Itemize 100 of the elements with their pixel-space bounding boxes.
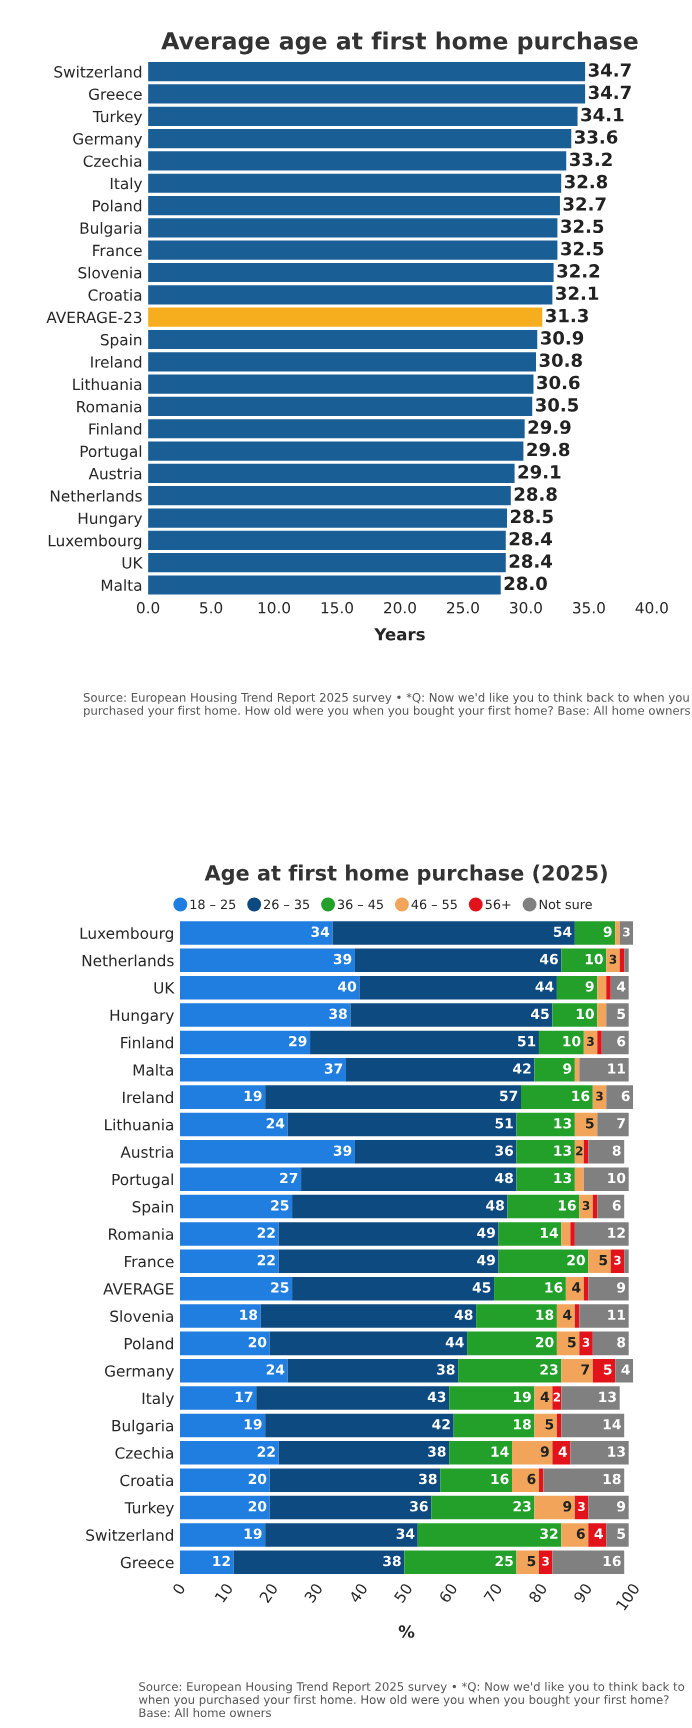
bar [179, 1112, 288, 1137]
bar [552, 1441, 571, 1465]
bar [579, 1331, 593, 1356]
data-label: 32.5 [561, 241, 604, 256]
data-label: 28.0 [504, 576, 547, 591]
data-label: 34.7 [588, 85, 631, 100]
bar [597, 975, 607, 1000]
bar [179, 921, 333, 945]
bar [179, 948, 355, 973]
bar [498, 1249, 589, 1274]
data-label: 30.9 [540, 331, 584, 345]
bar [278, 1222, 499, 1246]
bar [179, 1413, 266, 1438]
bar [588, 1495, 629, 1520]
bar [507, 1194, 580, 1219]
chart-title: Age at first home purchase (2025) [204, 864, 607, 885]
bar [498, 1222, 562, 1246]
data-label: 32.5 [561, 219, 604, 234]
bar [561, 1358, 593, 1383]
data-label: 29.1 [518, 464, 561, 479]
bar [588, 1249, 611, 1274]
bar [592, 1331, 629, 1356]
bar [574, 1222, 629, 1246]
bar [269, 1331, 468, 1356]
data-label: 30.6 [537, 375, 580, 390]
data-label: 32.1 [556, 286, 599, 301]
bar [579, 1304, 629, 1328]
bar [556, 975, 598, 1000]
chart-title: Average age at first home purchase [161, 31, 638, 55]
data-label: 28.5 [510, 509, 553, 524]
bar [292, 1276, 495, 1301]
bar [583, 1140, 589, 1164]
x-axis-title: Years [374, 628, 425, 641]
bar [332, 921, 575, 945]
bar [534, 1495, 575, 1520]
bar [588, 1523, 607, 1547]
bar [179, 1222, 279, 1246]
data-label: 32.2 [557, 264, 600, 278]
bar [179, 1030, 311, 1055]
bar [278, 1249, 499, 1274]
data-label: 30.5 [535, 398, 579, 412]
bar [179, 1003, 351, 1027]
bar [579, 1194, 593, 1219]
bar [534, 1386, 553, 1410]
bar [179, 1249, 279, 1274]
bar [606, 948, 620, 973]
data-label: 29.9 [528, 420, 571, 434]
data-label: 31.3 [546, 308, 588, 323]
bar [516, 1550, 539, 1575]
bar [476, 1304, 557, 1328]
bar [574, 1304, 580, 1328]
data-label: 34.1 [581, 107, 624, 122]
bar [494, 1276, 566, 1301]
bar [179, 1276, 293, 1301]
bar [552, 1003, 598, 1027]
bar [179, 975, 360, 1000]
bar [179, 1331, 270, 1356]
bar [561, 1523, 589, 1547]
bar [269, 1495, 432, 1520]
bar [265, 1413, 454, 1438]
bar [534, 1413, 557, 1438]
bar [179, 1495, 270, 1520]
bar [467, 1331, 557, 1356]
bar [310, 1030, 539, 1055]
data-label: 28.4 [509, 554, 553, 568]
bar [179, 1304, 261, 1328]
data-label: 28.4 [509, 531, 553, 546]
bar [552, 1386, 562, 1410]
bar [588, 1276, 629, 1301]
bar [516, 1112, 575, 1137]
bar [561, 1222, 571, 1246]
x-axis-title: % [398, 1625, 415, 1638]
bar [601, 1030, 629, 1055]
bar [179, 1194, 293, 1219]
bar [592, 1358, 616, 1383]
bar [556, 1304, 575, 1328]
bar [574, 1058, 580, 1082]
data-label: 32.8 [564, 174, 608, 189]
bar [431, 1495, 535, 1520]
bar [359, 975, 557, 1000]
bar [453, 1413, 535, 1438]
bar [354, 948, 562, 973]
data-label: 34.7 [588, 63, 631, 77]
data-label: 33.2 [569, 152, 612, 167]
data-label: 28.8 [514, 487, 557, 501]
bar [538, 1030, 584, 1055]
bar [148, 307, 543, 327]
bar [350, 1003, 553, 1027]
bar [597, 1112, 629, 1137]
bar [287, 1112, 517, 1137]
bar [561, 1413, 625, 1438]
bar [292, 1194, 508, 1219]
bar [574, 921, 616, 945]
bar [597, 1194, 625, 1219]
data-label: 29.8 [527, 442, 570, 457]
bar [606, 1003, 629, 1027]
bar [260, 1304, 477, 1328]
data-label: 30.8 [539, 353, 582, 368]
bar [597, 1003, 607, 1027]
bar [538, 1468, 544, 1492]
